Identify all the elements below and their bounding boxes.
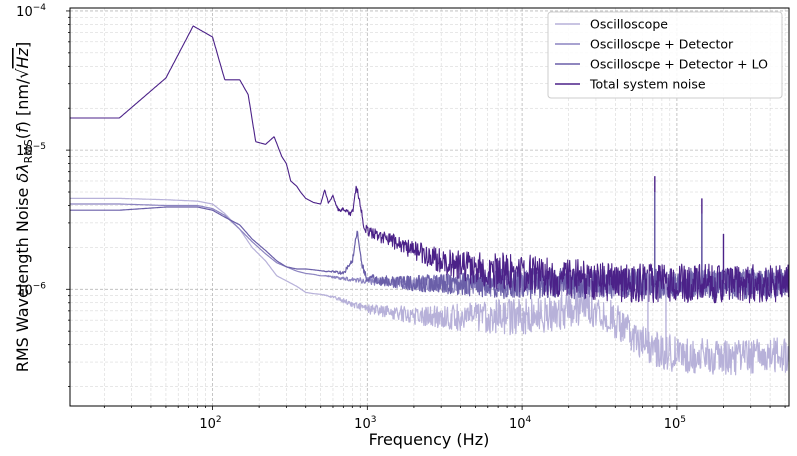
y-tick-label: 10−6 xyxy=(16,281,46,298)
legend-label: Total system noise xyxy=(589,77,706,92)
legend: Oscilloscope Oscilloscpe + Detector Oscill… xyxy=(547,11,783,99)
series-line xyxy=(69,197,790,376)
y-tick-label: 10−4 xyxy=(16,3,46,20)
series-layer xyxy=(69,25,790,376)
plot-frame xyxy=(69,7,790,407)
y-axis-label-text: RMS Wavelength Noise δλRMS(f) [nm/√Hz] xyxy=(13,42,35,373)
x-tick-label: 105 xyxy=(664,415,686,432)
legend-label: Oscilloscope xyxy=(590,17,668,32)
y-axis-label: RMS Wavelength Noise δλRMS(f) [nm/√Hz] xyxy=(13,42,35,373)
legend-label: Oscilloscpe + Detector xyxy=(590,37,734,52)
x-tick-label: 104 xyxy=(509,415,532,432)
y-tick-label: 10−5 xyxy=(16,142,46,159)
x-tick-label: 103 xyxy=(354,415,376,432)
x-tick-label: 102 xyxy=(199,415,221,432)
x-axis-label: Frequency (Hz) xyxy=(369,430,490,449)
series-line xyxy=(69,25,790,304)
legend-box xyxy=(547,11,783,99)
legend-label: Oscilloscpe + Detector + LO xyxy=(590,57,768,72)
axis-ticks: 102 103 104 105 10−6 10−5 10−4 xyxy=(16,3,786,432)
